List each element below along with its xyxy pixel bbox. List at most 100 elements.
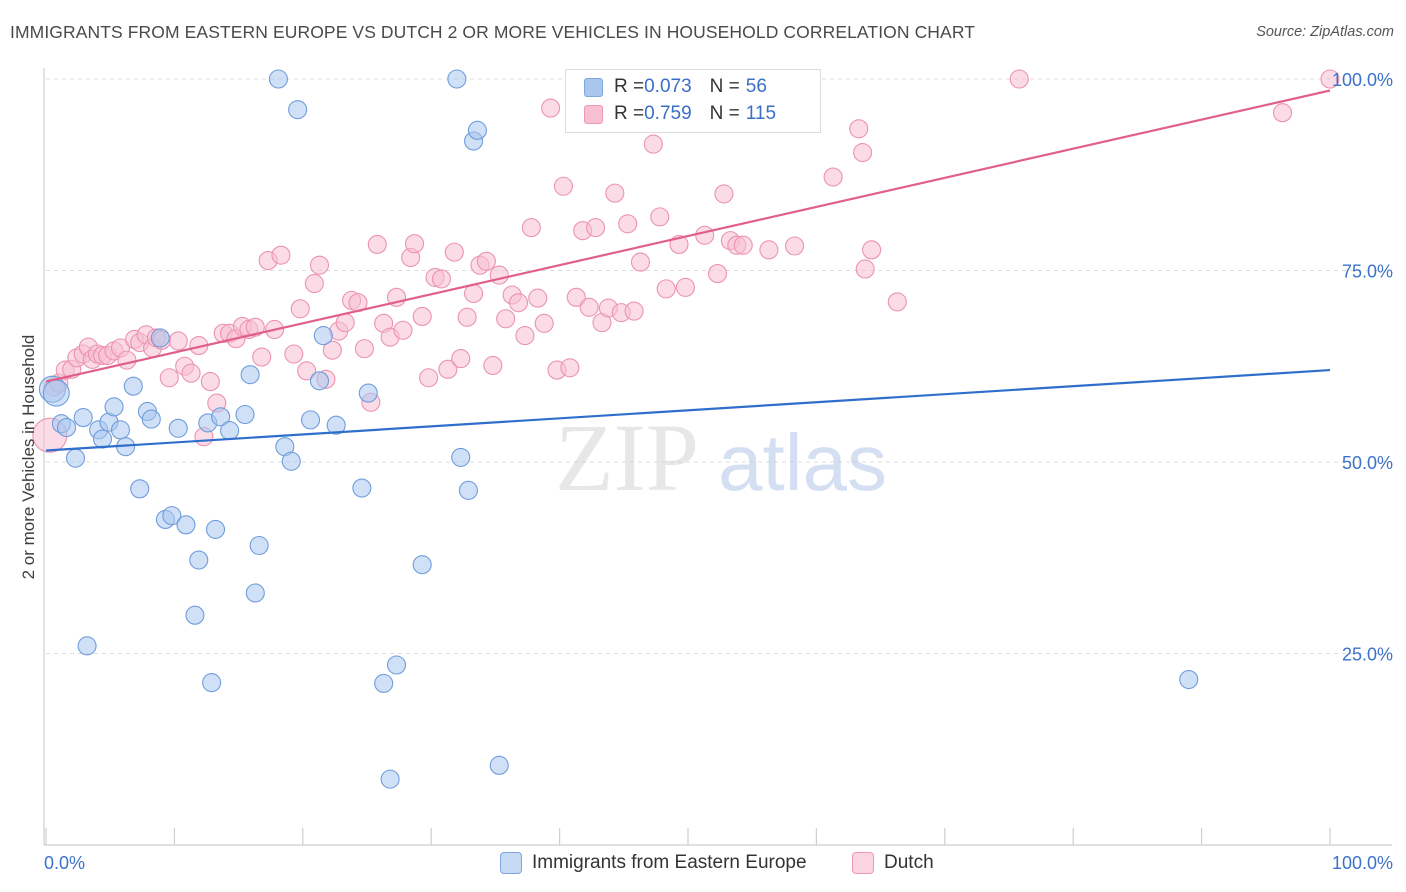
point-dutch <box>117 350 137 370</box>
tick-labels: 100.0% 75.0% 50.0% 25.0% 0.0% 100.0% <box>44 70 1393 873</box>
point-dutch <box>271 245 291 265</box>
point-dutch <box>528 288 548 308</box>
watermark-zip: ZIP <box>555 404 699 511</box>
point-eastern-europe <box>168 418 188 438</box>
data-points <box>32 69 1340 789</box>
legend-label-eastern-europe: Immigrants from Eastern Europe <box>532 852 807 873</box>
point-dutch <box>419 368 439 388</box>
point-eastern-europe <box>412 555 432 575</box>
point-eastern-europe <box>489 755 509 775</box>
point-eastern-europe <box>92 429 113 449</box>
point-dutch <box>759 240 779 260</box>
point-dutch <box>284 344 304 364</box>
legend-swatch-eastern-europe <box>500 852 522 874</box>
point-dutch <box>252 347 272 367</box>
point-eastern-europe <box>374 673 394 693</box>
point-dutch <box>579 297 599 317</box>
point-dutch <box>675 277 695 297</box>
point-dutch <box>586 218 606 238</box>
point-dutch <box>483 355 503 376</box>
chart-source: Source: ZipAtlas.com <box>1256 24 1394 40</box>
point-dutch <box>560 358 580 378</box>
point-eastern-europe <box>150 328 170 348</box>
y-axis-label: 2 or more Vehicles in Household <box>19 335 38 580</box>
point-dutch <box>309 255 330 275</box>
legend-n-label: N = <box>709 76 740 97</box>
point-dutch <box>431 269 452 289</box>
point-dutch <box>322 340 342 360</box>
point-eastern-europe <box>42 379 70 407</box>
point-dutch <box>515 326 535 346</box>
point-dutch <box>624 301 644 321</box>
point-eastern-europe <box>1179 669 1199 690</box>
point-eastern-europe <box>326 415 346 435</box>
point-dutch <box>304 273 324 294</box>
point-eastern-europe <box>77 636 97 656</box>
y-tick-label: 75.0% <box>1342 262 1393 282</box>
point-dutch <box>354 339 374 359</box>
point-dutch <box>393 320 413 340</box>
point-eastern-europe <box>65 448 86 468</box>
point-eastern-europe <box>56 417 77 438</box>
legend-n-value: 115 <box>745 103 777 124</box>
point-dutch <box>553 176 574 196</box>
point-eastern-europe <box>235 404 255 425</box>
point-dutch <box>714 184 734 204</box>
point-dutch <box>855 259 875 279</box>
point-eastern-europe <box>300 410 321 430</box>
axes <box>43 68 1392 846</box>
point-dutch <box>367 234 387 255</box>
point-eastern-europe <box>249 535 269 556</box>
point-eastern-europe <box>451 447 471 467</box>
point-dutch <box>1320 69 1340 89</box>
point-eastern-europe <box>386 655 407 675</box>
point-dutch <box>853 142 873 163</box>
point-dutch <box>489 265 509 285</box>
trend-lines <box>45 89 1331 452</box>
point-dutch <box>444 242 464 262</box>
point-dutch <box>438 359 458 379</box>
point-dutch <box>849 119 869 139</box>
legend-item-dutch[interactable]: Dutch <box>852 852 934 874</box>
point-eastern-europe <box>288 100 308 120</box>
x-tick-label: 0.0% <box>44 853 85 873</box>
point-eastern-europe <box>352 478 372 498</box>
legend-r-label: R = <box>614 76 645 97</box>
trend-line-dutch <box>45 89 1331 383</box>
point-eastern-europe <box>205 519 226 539</box>
point-dutch <box>630 252 651 272</box>
point-eastern-europe <box>73 408 93 428</box>
series-legend: Immigrants from Eastern Europe Dutch <box>0 852 1406 878</box>
point-dutch <box>887 292 907 312</box>
point-dutch <box>200 372 220 392</box>
legend-r-value: 0.073 <box>644 76 692 97</box>
y-tick-label: 100.0% <box>1332 70 1393 90</box>
point-dutch <box>1009 69 1029 89</box>
point-eastern-europe <box>268 69 288 89</box>
legend-item-eastern-europe[interactable]: Immigrants from Eastern Europe <box>500 852 807 874</box>
point-dutch <box>650 207 670 227</box>
point-dutch <box>541 98 561 118</box>
correlation-legend: R = 0.073 N = 56 R = 0.759 N = 115 <box>565 69 821 133</box>
point-eastern-europe <box>130 479 150 499</box>
point-dutch <box>566 287 586 307</box>
point-dutch <box>496 309 516 329</box>
point-dutch <box>707 264 728 284</box>
point-dutch <box>451 349 471 369</box>
point-dutch <box>823 167 843 187</box>
y-tick-label: 50.0% <box>1342 453 1393 473</box>
point-eastern-europe <box>104 397 124 417</box>
point-dutch <box>159 368 179 388</box>
y-tick-label: 25.0% <box>1342 645 1393 665</box>
legend-r-value: 0.759 <box>644 103 692 124</box>
legend-row-eastern-europe: R = 0.073 N = 56 <box>584 75 767 99</box>
x-tick-label: 100.0% <box>1332 853 1393 873</box>
legend-swatch-dutch <box>852 852 874 874</box>
legend-n-value: 56 <box>745 76 767 97</box>
point-eastern-europe <box>245 583 265 603</box>
point-dutch <box>412 306 432 327</box>
point-dutch <box>534 313 554 333</box>
point-dutch <box>297 361 317 381</box>
point-dutch <box>862 240 882 260</box>
